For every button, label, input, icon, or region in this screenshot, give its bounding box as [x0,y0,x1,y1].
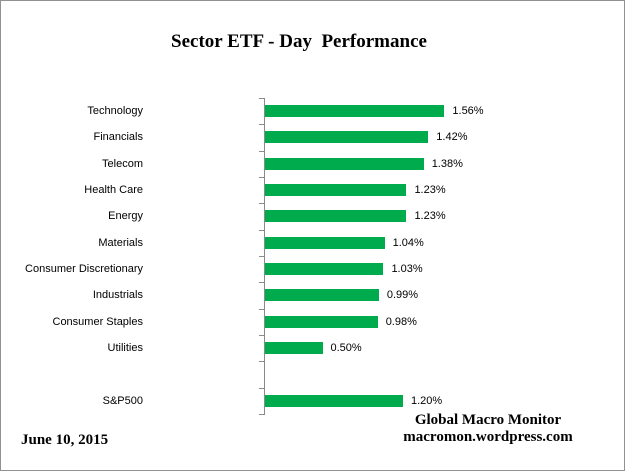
value-label: 1.20% [411,394,443,407]
value-label: 1.04% [392,236,424,249]
bar [265,184,407,197]
bar [265,289,379,302]
value-label: 1.03% [391,263,423,276]
chart-title: Sector ETF - Day Performance [171,31,427,52]
axis-tick [259,282,264,283]
category-label: Industrials [92,289,143,302]
axis-tick [259,414,264,415]
axis-tick [259,335,264,336]
category-label: Utilities [107,342,143,355]
bar-row: Consumer Staples 0.98% [1,309,624,335]
axis-tick [259,151,264,152]
axis-tick [259,256,264,257]
axis-tick [259,124,264,125]
bar [265,315,378,328]
bar-row: Technology 1.56% [1,98,624,124]
category-label: Health Care [84,184,143,197]
category-label: S&P500 [102,394,143,407]
value-label: 0.99% [386,289,419,302]
source-block: Global Macro Monitor macromon.wordpress.… [392,412,584,446]
bar-row: Consumer Discretionary 1.03% [1,256,624,282]
bar [265,210,407,223]
source-name: Global Macro Monitor [414,412,562,428]
axis-tick [259,203,264,204]
bar-row: Health Care 1.23% [1,177,624,203]
bar-row [1,361,624,387]
value-label: 1.23% [414,210,446,223]
category-label: Energy [108,210,143,223]
bar-row: Materials 1.04% [1,230,624,256]
category-label: Materials [98,236,143,249]
bar [265,105,445,118]
axis-tick [259,309,264,310]
axis-tick [259,177,264,178]
value-label: 1.42% [436,131,468,144]
value-label: 1.38% [431,157,463,170]
source-url: macromon.wordpress.com [403,429,573,445]
category-label: Telecom [102,157,143,170]
bar-row: Telecom 1.38% [1,151,624,177]
bar-row: S&P500 1.20% [1,388,624,414]
bar-row: Financials 1.42% [1,124,624,150]
bar [265,236,385,249]
plot-area: Technology 1.56% Financials 1.42% Teleco… [1,98,624,415]
category-label: Consumer Discretionary [25,263,143,276]
axis-tick [259,230,264,231]
value-label: 1.56% [452,105,484,118]
bar-row: Industrials 0.99% [1,282,624,308]
bar [265,394,403,407]
date-label: June 10, 2015 [21,432,109,448]
value-label: 0.98% [385,315,417,328]
category-label: Consumer Staples [52,315,144,328]
value-label: 1.23% [414,184,446,197]
axis-tick [259,361,264,362]
bar-row: Energy 1.23% [1,203,624,229]
axis-tick [259,388,264,389]
category-label: Financials [93,131,143,144]
category-axis [264,98,265,415]
axis-tick [259,98,264,99]
value-label: 0.50% [330,342,362,355]
bar-row: Utilities 0.50% [1,335,624,361]
bar [265,263,384,276]
bar [265,157,424,170]
bar [265,342,323,355]
bar [265,131,429,144]
category-label: Technology [87,105,143,118]
